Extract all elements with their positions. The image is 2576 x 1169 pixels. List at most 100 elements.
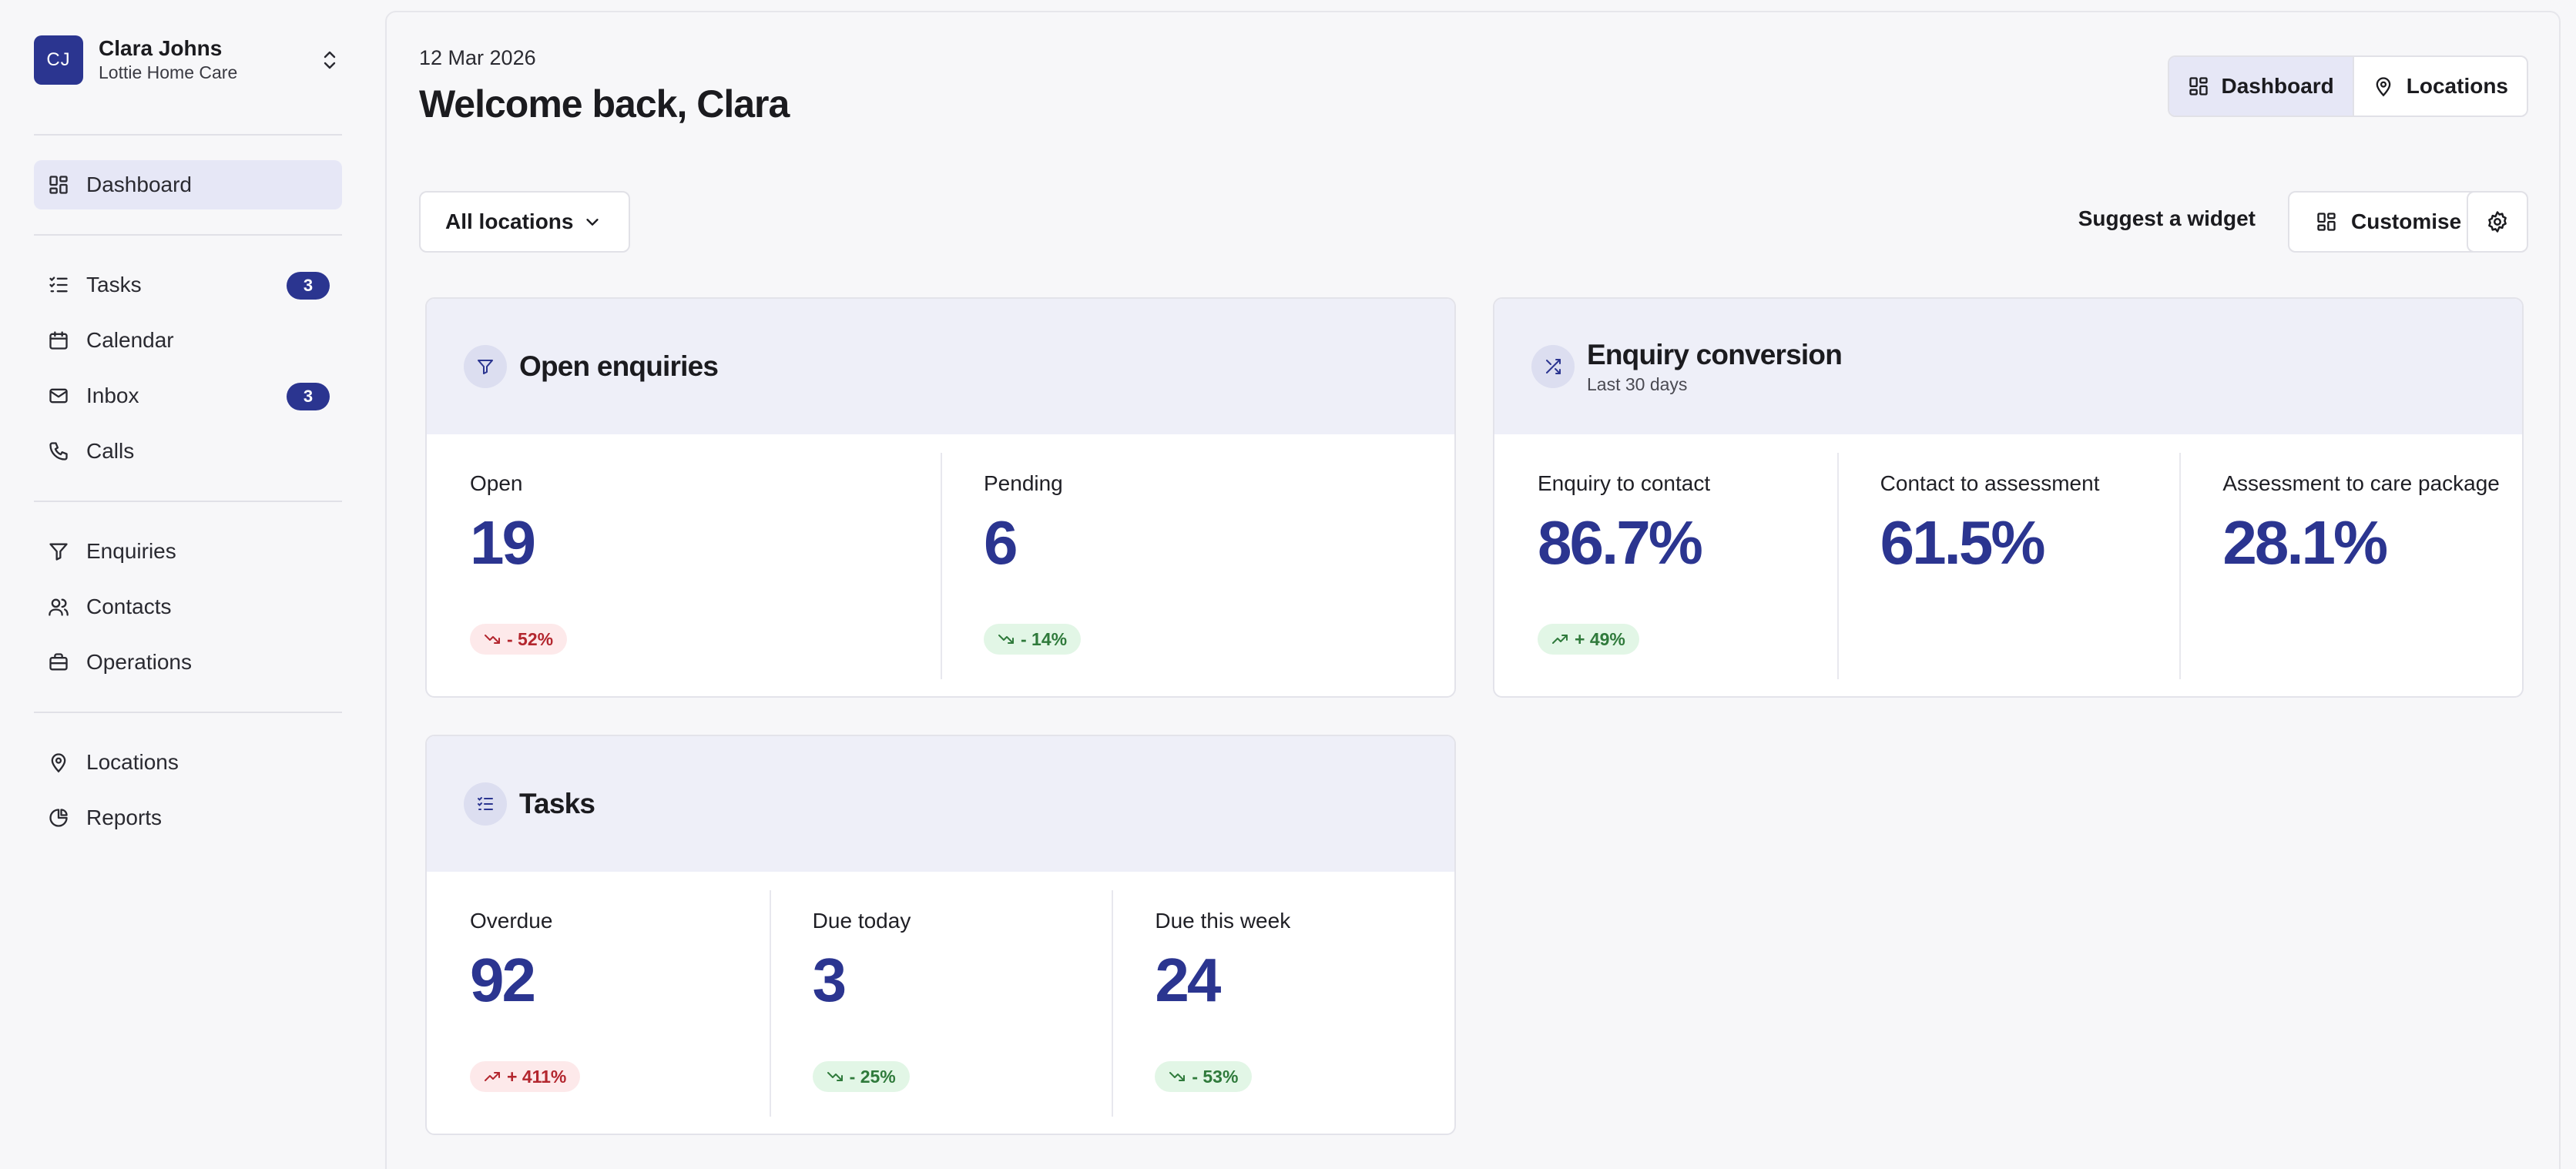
customise-label: Customise [2351,209,2462,233]
location-select-value: All locations [445,209,574,233]
sidebar-item-label: Tasks [86,273,142,296]
gear-icon [2486,210,2509,233]
sidebar-item-reports[interactable]: Reports [34,793,342,842]
sidebar-item-label: Reports [86,806,163,829]
widget-open-enquiries: Open enquiries Open 19 - 52% Pending 6 [425,297,1456,698]
sidebar-item-tasks[interactable]: Tasks 3 [34,260,342,310]
metric-open[interactable]: Open 19 - 52% [427,434,941,696]
metric-assessment-to-care-package[interactable]: Assessment to care package 28.1% [2179,434,2522,696]
widget-enquiry-conversion: Enquiry conversion Last 30 days Enquiry … [1493,297,2524,698]
map-pin-icon [2373,75,2394,97]
sidebar-item-label: Contacts [86,595,172,618]
tab-dashboard[interactable]: Dashboard [2168,57,2354,116]
tab-label: Dashboard [2221,74,2334,98]
sidebar-divider [34,712,342,713]
tasks-icon [464,782,507,826]
filter-icon [464,345,507,388]
trend-down-icon [484,633,501,645]
delta-value: + 411% [507,1066,567,1087]
main-content: 12 Mar 2026 Welcome back, Clara Dashboar… [385,11,2561,1169]
inbox-icon [46,384,71,408]
pie-chart-icon [46,806,71,830]
sidebar-item-label: Locations [86,750,179,774]
sidebar-item-calendar[interactable]: Calendar [34,316,342,365]
sidebar-item-calls[interactable]: Calls [34,427,342,476]
location-select[interactable]: All locations [419,191,630,253]
metric-value: 6 [984,508,1018,577]
sidebar-divider [34,234,342,236]
widget-title: Tasks [519,788,595,819]
metric-label: Assessment to care package [2222,471,2500,495]
widget-subtitle: Last 30 days [1587,373,1688,394]
sidebar-item-label: Operations [86,650,192,674]
chevron-down-icon [584,213,601,230]
page-title: Welcome back, Clara [419,82,790,126]
delta-badge: - 52% [470,624,568,655]
widget-title: Open enquiries [519,350,719,382]
delta-value: - 14% [1021,628,1068,649]
metric-value: 19 [470,508,536,577]
sidebar-item-label: Dashboard [86,173,192,196]
trend-down-icon [827,1070,844,1083]
tasks-count-badge: 3 [287,272,330,300]
customise-button[interactable]: Customise [2288,191,2485,253]
metric-pending[interactable]: Pending 6 - 14% [941,434,1454,696]
account-org: Lottie Home Care [99,62,238,82]
metric-due-this-week[interactable]: Due this week 24 - 53% [1112,872,1454,1134]
trend-down-icon [1169,1070,1186,1083]
settings-button[interactable] [2467,191,2528,253]
sidebar-item-inbox[interactable]: Inbox 3 [34,371,342,420]
sidebar-item-enquiries[interactable]: Enquiries [34,527,342,576]
metric-contact-to-assessment[interactable]: Contact to assessment 61.5% [1836,434,2180,696]
sidebar-item-label: Calls [86,439,135,463]
delta-badge: - 53% [1155,1061,1253,1092]
delta-value: - 53% [1192,1066,1239,1087]
sidebar-divider [34,501,342,502]
map-pin-icon [46,750,71,775]
sidebar-item-locations[interactable]: Locations [34,738,342,787]
calendar-icon [46,328,71,353]
sidebar-item-dashboard[interactable]: Dashboard [34,160,342,209]
metric-label: Due this week [1155,909,1291,933]
delta-value: + 49% [1575,628,1625,649]
metric-value: 24 [1155,946,1221,1014]
filter-icon [46,539,71,564]
metric-due-today[interactable]: Due today 3 - 25% [769,872,1112,1134]
metric-overdue[interactable]: Overdue 92 + 411% [427,872,770,1134]
metric-label: Open [470,471,523,495]
sidebar-item-label: Inbox [86,384,139,407]
metric-enquiry-to-contact[interactable]: Enquiry to contact 86.7% + 49% [1494,434,1837,696]
metric-value: 92 [470,946,536,1014]
inbox-count-badge: 3 [287,383,330,410]
metric-label: Due today [812,909,911,933]
sidebar-item-contacts[interactable]: Contacts [34,582,342,631]
delta-badge: - 25% [812,1061,910,1092]
tab-locations[interactable]: Locations [2354,57,2527,116]
trend-up-icon [484,1070,501,1083]
metric-value: 61.5% [1880,508,2046,577]
chevron-up-down-icon[interactable] [317,48,342,72]
metric-value: 3 [812,946,847,1014]
tab-label: Locations [2406,74,2508,98]
metric-label: Overdue [470,909,553,933]
trend-up-icon [1551,633,1568,645]
account-name: Clara Johns [99,36,223,60]
metric-label: Pending [984,471,1063,495]
suggest-widget-link[interactable]: Suggest a widget [2078,206,2256,230]
metric-value: 86.7% [1538,508,1703,577]
delta-value: - 25% [849,1066,896,1087]
delta-badge: - 14% [984,624,1082,655]
sidebar-item-label: Calendar [86,328,174,352]
widget-tasks: Tasks Overdue 92 + 411% Due today 3 [425,735,1456,1135]
delta-badge: + 411% [470,1061,581,1092]
trend-down-icon [998,633,1015,645]
account-switcher[interactable]: CJ Clara Johns Lottie Home Care [34,35,342,85]
shuffle-icon [1531,345,1575,388]
phone-icon [46,439,71,464]
metric-label: Enquiry to contact [1538,471,1711,495]
contacts-icon [46,595,71,619]
sidebar-item-operations[interactable]: Operations [34,638,342,687]
view-switch: Dashboard Locations [2167,55,2528,117]
avatar: CJ [34,35,83,85]
metric-label: Contact to assessment [1880,471,2100,495]
